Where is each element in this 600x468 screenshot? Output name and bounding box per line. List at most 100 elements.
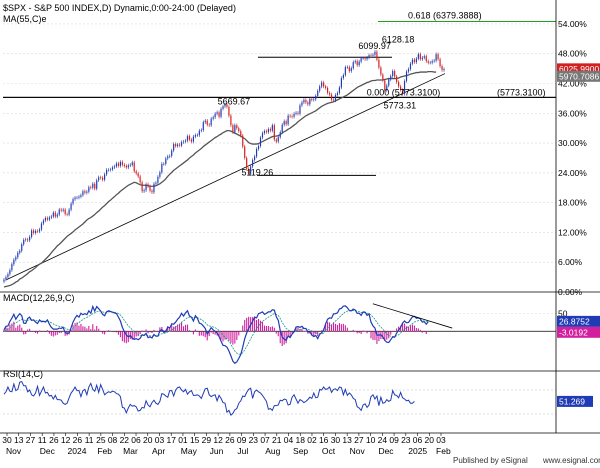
x-tick-label: 23 [249,435,259,445]
candle-body [66,214,68,215]
candle-body [143,190,145,192]
candle-body [15,257,17,260]
candle-body [342,75,344,79]
candle-body [358,61,360,66]
x-tick-label: 30 [2,435,12,445]
candle [50,214,52,220]
candle [394,69,396,79]
candle-body [388,79,390,86]
candle-body [42,220,45,224]
macd-histogram-bar [384,331,386,341]
candle-body [390,76,392,80]
candle [29,235,31,243]
macd-histogram-bar [5,327,7,332]
candle-body [115,163,118,167]
macd-histogram-bar [181,322,183,332]
candle [167,154,169,161]
macd-histogram-bar [218,331,220,338]
x-month-label: May [181,446,198,456]
macd-histogram-bar [60,331,62,333]
candle-body [400,86,402,90]
macd-histogram-bar [86,328,88,332]
candle-body [259,137,262,147]
trendline [6,73,446,280]
candle [234,123,236,134]
candle-body [184,140,187,142]
macd-tag-box [557,326,600,338]
candle-body [62,209,64,211]
macd-histogram-bar [319,331,321,332]
candle [354,59,356,64]
candle [328,91,331,97]
candle-body [437,54,439,60]
candle [222,104,224,111]
level-label-right: (5773.3100) [497,87,546,97]
macd-histogram-bar [133,331,135,339]
candle-body [194,135,196,137]
candle-body [321,82,323,87]
candle [340,76,343,90]
candle-body [336,92,339,95]
macd-histogram-bar [257,318,260,332]
candle-body [344,67,346,76]
candle-body [159,172,161,177]
candle [313,97,315,102]
candle-body [307,102,309,105]
macd-histogram-bar [427,331,429,332]
macd-histogram-bar [141,330,143,332]
x-tick-label: 13 [14,435,24,445]
y-tick-label: 18.00% [558,198,587,208]
candle-body [151,190,153,193]
macd-histogram-bar [358,331,360,333]
macd-histogram-bar [265,325,267,332]
macd-histogram-bar [173,326,175,332]
candle [271,123,273,133]
macd-histogram-bar [21,327,23,332]
candle-body [25,239,27,240]
candle [370,53,372,58]
candle [38,227,41,234]
candle-body [27,239,29,241]
candle-body [267,129,269,133]
macd-histogram-bar [271,326,273,332]
candle [36,229,39,234]
candle [319,84,321,93]
candle-body [234,125,236,133]
candle [88,185,90,194]
candle [439,57,441,68]
candle [336,91,339,97]
macd-histogram-bar [236,331,238,341]
candle [86,189,88,195]
rsi-panel [3,380,556,417]
candle-body [394,71,396,77]
candle [240,129,242,138]
candle [7,272,9,279]
x-tick-label: 26 [73,435,83,445]
macd-histogram-bar [119,331,121,338]
x-tick-label: 11 [85,435,94,445]
candle-body [90,187,92,188]
candle [323,80,325,89]
candle [287,114,289,126]
candle-body [419,54,421,60]
macd-histogram-bar [256,319,258,332]
candle [226,102,228,109]
x-tick-label: 25 [96,435,106,445]
candle-body [155,182,157,184]
macd-histogram-bar [396,328,398,332]
candle-body [98,177,100,181]
macd-histogram-bar [295,327,297,332]
candle [5,275,7,282]
candle-body [74,197,76,200]
macd-histogram-bar [224,331,226,340]
candle-body [368,55,370,58]
x-tick-label: 26 [225,435,235,445]
price-annotation: 6128.18 [382,34,415,44]
macd-histogram-bar [35,331,37,333]
candle [27,237,29,243]
candle-body [309,98,311,105]
macd-histogram-bar [198,331,200,336]
macd-histogram-bar [259,320,262,332]
macd-histogram-bar [175,325,177,332]
candle [180,140,183,148]
